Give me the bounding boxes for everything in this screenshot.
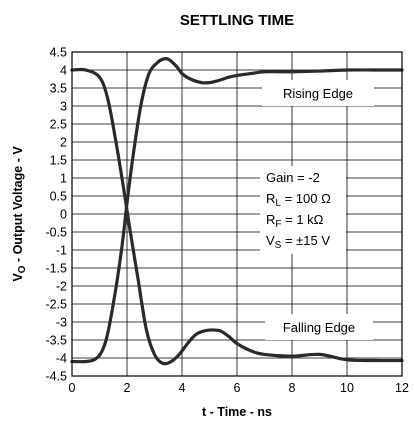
x-tick-label: 12: [395, 381, 409, 395]
series-lines: [70, 56, 404, 366]
y-tick-label: -3: [56, 316, 67, 330]
y-tick-label: 0.5: [50, 190, 67, 204]
y-tick-label: -3.5: [45, 334, 67, 348]
y-tick-label: 3: [60, 100, 67, 114]
y-tick-label: -1: [56, 244, 67, 258]
y-tick-labels: 4.5 4 3.5 3 2.5 2 1.5 1 0.5 0 -0.5 -1 -1.5 -2 -2.5 -3 -3…: [45, 46, 67, 384]
y-tick-label: 4.5: [50, 46, 67, 60]
x-tick-label: 10: [340, 381, 354, 395]
y-tick-label: -1.5: [45, 262, 67, 276]
rl-label: RL = 100 Ω: [266, 191, 331, 209]
y-axis-label: VO - Output Voltage - V: [11, 146, 28, 282]
plot-frame: [71, 51, 403, 377]
y-tick-label: 4: [60, 64, 67, 78]
x-tick-labels: 0 2 4 6 8 10 12: [69, 381, 409, 395]
x-tick-label: 4: [179, 381, 186, 395]
rf-label: RF = 1 kΩ: [266, 212, 324, 230]
y-tick-label: 0: [60, 208, 67, 222]
y-tick-label: -2: [56, 280, 67, 294]
y-tick-label: -4: [56, 352, 67, 366]
vs-label: VS = ±15 V: [266, 233, 330, 251]
x-tick-label: 2: [124, 381, 131, 395]
series-line-falling-edge: [70, 67, 404, 366]
falling-edge-label-bg: [265, 314, 373, 340]
y-tick-label: -0.5: [45, 226, 67, 240]
y-tick-label: 1: [60, 172, 67, 186]
conditions-box: [260, 166, 346, 254]
x-tick-label: 6: [234, 381, 241, 395]
x-tick-label: 8: [289, 381, 296, 395]
x-tick-label: 0: [69, 381, 76, 395]
series-line-rising-edge: [70, 56, 404, 364]
rising-edge-label: Rising Edge: [283, 86, 353, 101]
rising-edge-label-bg: [262, 80, 374, 106]
chart-title: SETTLING TIME: [180, 12, 294, 29]
gain-label: Gain = -2: [266, 170, 320, 185]
y-tick-label: 3.5: [50, 82, 67, 96]
y-tick-label: -2.5: [45, 298, 67, 312]
grid: [71, 51, 403, 377]
y-tick-label: -4.5: [45, 370, 67, 384]
y-tick-label: 2.5: [50, 118, 67, 132]
x-axis-label: t - Time - ns: [202, 405, 272, 419]
y-tick-label: 1.5: [50, 154, 67, 168]
y-tick-label: 2: [60, 136, 67, 150]
falling-edge-label: Falling Edge: [283, 320, 355, 335]
